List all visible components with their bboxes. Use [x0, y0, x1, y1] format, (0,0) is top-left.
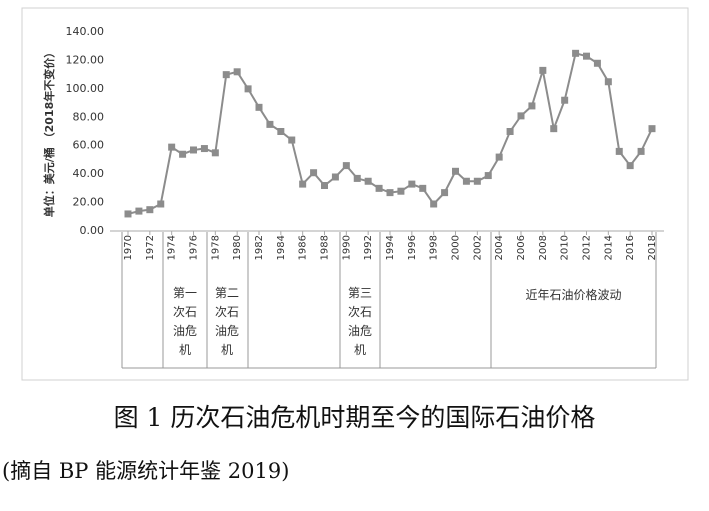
point: [277, 128, 285, 135]
annotation: 第一次石油危机: [172, 286, 197, 357]
point: [255, 103, 263, 111]
point: [419, 184, 427, 192]
point: [200, 145, 208, 153]
x-tick-label: 2010: [560, 235, 571, 260]
point: [222, 71, 230, 79]
x-tick-label: 1976: [189, 235, 200, 260]
y-tick-label: 0.00: [80, 224, 105, 237]
point: [615, 147, 623, 155]
point: [550, 125, 558, 133]
x-tick-label: 2012: [582, 235, 593, 260]
point: [266, 120, 274, 128]
y-tick-label: 20.00: [73, 196, 105, 209]
point: [342, 162, 350, 170]
point: [168, 143, 176, 151]
point: [484, 172, 492, 180]
y-tick-label: 60.00: [73, 139, 105, 152]
point: [190, 146, 197, 154]
x-tick-label: 2002: [472, 235, 483, 260]
x-tick-label: 2014: [603, 235, 614, 260]
point: [157, 200, 165, 208]
point: [495, 153, 503, 161]
x-tick-label: 1970: [123, 235, 134, 260]
point: [561, 96, 569, 104]
point: [528, 102, 536, 110]
point: [397, 187, 405, 195]
x-tick-label: 1988: [320, 235, 331, 260]
chart-frame: [21, 7, 689, 381]
x-tick-label: 1998: [429, 235, 440, 260]
point: [430, 200, 438, 208]
x-tick-label: 1980: [232, 235, 243, 260]
x-tick-label: 2018: [647, 235, 658, 260]
y-tick-label: 120.00: [66, 53, 105, 66]
point: [288, 136, 296, 144]
point: [386, 189, 394, 197]
point: [353, 174, 361, 182]
point: [310, 169, 318, 177]
point: [179, 150, 187, 158]
point: [124, 210, 132, 218]
point: [452, 167, 459, 175]
annotation: 第三次石油危机: [347, 286, 372, 357]
x-tick-label: 1972: [145, 235, 156, 260]
point: [462, 177, 470, 185]
point: [408, 180, 416, 188]
point: [364, 177, 372, 185]
x-tick-label: 1994: [385, 235, 396, 260]
x-tick-label: 1992: [363, 235, 374, 260]
x-tick-label: 2016: [625, 235, 636, 260]
y-tick-label: 80.00: [73, 110, 105, 123]
point: [473, 177, 481, 185]
figure-caption: 图 1 历次石油危机时期至今的国际石油价格: [113, 403, 596, 432]
point: [146, 206, 154, 214]
point: [135, 207, 143, 215]
point: [331, 173, 339, 181]
x-tick-label: 1974: [167, 235, 178, 260]
y-tick-label: 140.00: [66, 25, 105, 38]
x-tick-label: 1978: [210, 235, 221, 260]
point: [299, 180, 307, 188]
point: [375, 184, 383, 192]
figure-source: (摘自 BP 能源统计年鉴 2019): [2, 459, 290, 483]
y-tick-label: 40.00: [73, 167, 105, 180]
x-tick-label: 2004: [494, 235, 505, 260]
point: [211, 149, 219, 157]
point: [539, 66, 547, 74]
x-tick-label: 2006: [516, 235, 527, 260]
point: [648, 125, 656, 133]
point: [593, 59, 601, 67]
x-tick-label: 1982: [254, 235, 265, 260]
y-tick-label: 100.00: [66, 82, 105, 95]
point: [244, 85, 252, 93]
annotation-frame: [121, 232, 657, 369]
chart: 单位：美元/桶 （2018年不变价） 0.00 20.00 40.00 60.00 80…: [21, 7, 689, 381]
x-tick-label: 1996: [407, 235, 418, 260]
y-axis-label: 单位：美元/桶 （2018年不变价）: [42, 47, 56, 217]
x-tick-label: 2008: [538, 235, 549, 260]
point: [506, 128, 514, 135]
x-tick-label: 1986: [298, 235, 309, 260]
point: [626, 162, 634, 170]
point: [441, 189, 449, 197]
point: [321, 182, 328, 190]
x-tick-label: 2000: [451, 235, 462, 260]
point: [583, 52, 590, 60]
annotation: 第二次石油危机: [214, 286, 239, 357]
point: [572, 49, 580, 57]
point: [604, 78, 612, 86]
x-tick-label: 1990: [341, 235, 352, 260]
x-tick-label: 1984: [276, 235, 287, 260]
point: [637, 147, 645, 155]
point: [233, 68, 241, 76]
point: [517, 112, 525, 120]
annotation: 近年石油价格波动: [525, 288, 622, 302]
